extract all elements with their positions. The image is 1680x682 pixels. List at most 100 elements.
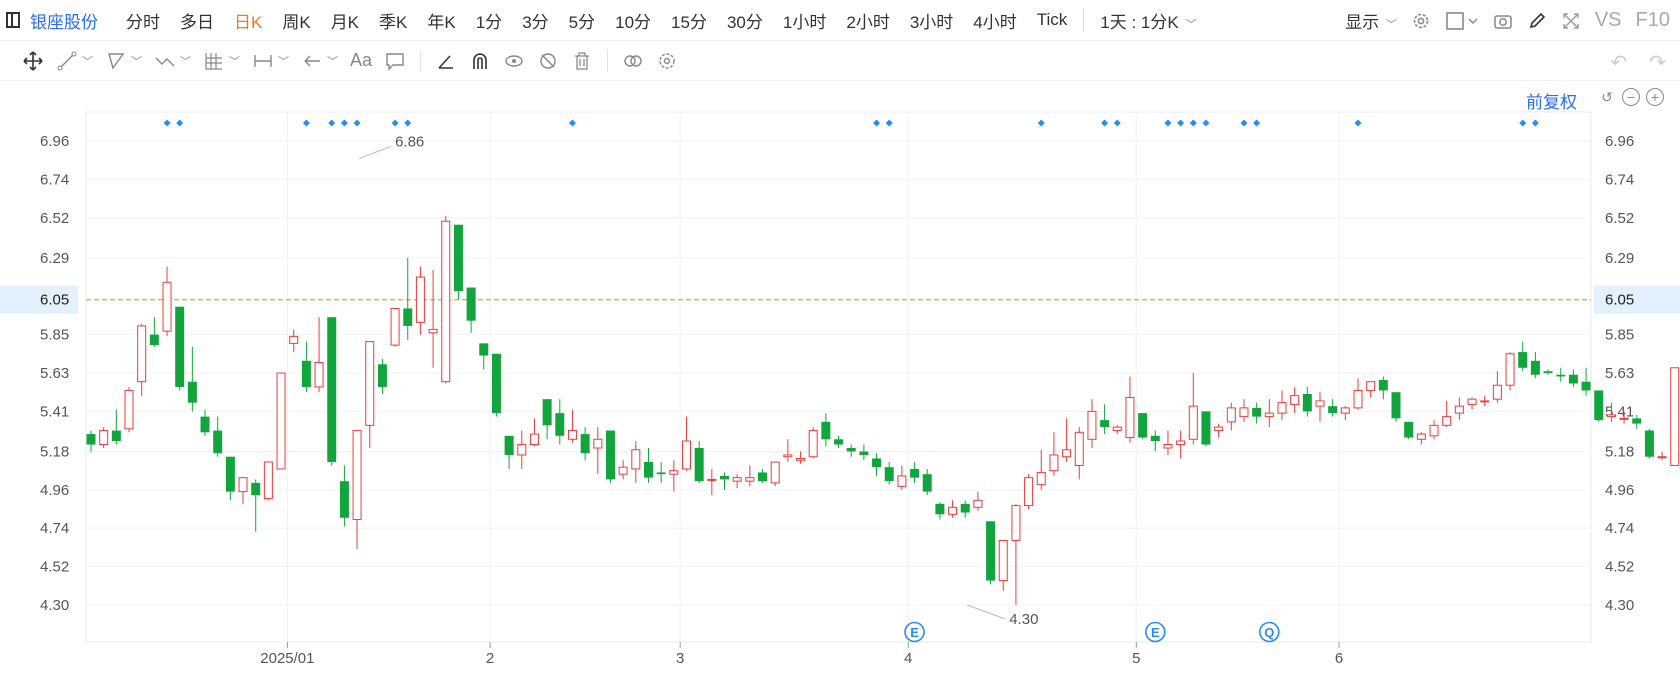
candle-body-down[interactable] [1530, 360, 1540, 375]
candle-body-down[interactable] [213, 430, 223, 454]
candle-body-down[interactable] [1404, 421, 1414, 438]
candle-body-up[interactable] [1163, 444, 1173, 449]
candle-body-down[interactable] [834, 439, 844, 445]
note-icon[interactable] [384, 50, 406, 72]
candle-body-down[interactable] [1632, 418, 1642, 424]
candle-body-down[interactable] [821, 421, 831, 440]
candle-body-up[interactable] [1429, 424, 1439, 437]
zoom-out-icon[interactable]: − [1622, 88, 1640, 106]
trash-icon[interactable] [571, 50, 593, 72]
candle-body-down[interactable] [1391, 392, 1401, 419]
candle-body-down[interactable] [86, 434, 96, 445]
candle-body-up[interactable] [897, 475, 907, 487]
candle-body-up[interactable] [770, 461, 780, 484]
candle-body-down[interactable] [846, 448, 856, 452]
period-tab[interactable]: 4小时 [973, 12, 1017, 32]
candle-body-down[interactable] [1543, 371, 1553, 373]
event-marker-icon[interactable] [1259, 621, 1280, 643]
candle-body-down[interactable] [720, 475, 729, 480]
candle-body-up[interactable] [1011, 505, 1021, 541]
trend-icon[interactable]: ﹀ [105, 50, 142, 72]
period-tab[interactable]: 季K [379, 12, 408, 32]
candle-body-down[interactable] [377, 364, 387, 387]
candle-body-down[interactable] [605, 430, 615, 480]
zoom-in-icon[interactable]: + [1646, 88, 1664, 106]
candle-body-down[interactable] [694, 448, 704, 482]
candle-body-up[interactable] [732, 477, 742, 482]
candle-body-up[interactable] [289, 335, 299, 344]
candle-body-up[interactable] [99, 430, 109, 446]
candle-body-up[interactable] [1074, 431, 1084, 466]
candle-body-down[interactable] [555, 413, 565, 436]
hide-icon[interactable] [537, 50, 559, 72]
candle-body-up[interactable] [783, 454, 793, 458]
candle-body-down[interactable] [1138, 413, 1148, 438]
candle-body-down[interactable] [1568, 374, 1578, 384]
candle-body-up[interactable] [1087, 410, 1097, 440]
candle-body-down[interactable] [1518, 352, 1528, 368]
candle-body-up[interactable] [1340, 407, 1350, 414]
period-tab[interactable]: 月K [330, 12, 360, 32]
event-dot[interactable] [1113, 119, 1121, 127]
line-icon[interactable]: ﹀ [56, 50, 93, 72]
interval-select[interactable]: 1天 : 1分K ﹀ [1100, 12, 1197, 32]
event-dot[interactable] [340, 119, 348, 127]
period-tab[interactable]: 日K [234, 12, 263, 32]
candle-body-down[interactable] [225, 456, 235, 492]
eye-icon[interactable] [503, 50, 525, 72]
candle-body-up[interactable] [441, 220, 451, 383]
event-dot[interactable] [568, 119, 576, 127]
candle-body-up[interactable] [808, 430, 818, 458]
event-dot[interactable] [885, 119, 893, 127]
candle-body-down[interactable] [986, 521, 996, 581]
path-icon[interactable]: ﹀ [154, 50, 191, 72]
candle-body-down[interactable] [580, 434, 590, 454]
candle-body-down[interactable] [960, 503, 970, 513]
event-dot[interactable] [1531, 119, 1539, 127]
candle-body-down[interactable] [1556, 374, 1566, 377]
candle-body-up[interactable] [998, 539, 1008, 582]
camera-icon[interactable] [1493, 11, 1513, 31]
candle-body-down[interactable] [149, 334, 159, 346]
event-dot[interactable] [1354, 119, 1362, 127]
candle-body-down[interactable] [1201, 411, 1211, 445]
candle-body-up[interactable] [1353, 389, 1363, 409]
candle-body-down[interactable] [1302, 393, 1312, 412]
candle-body-up[interactable] [365, 341, 375, 426]
candle-body-down[interactable] [1594, 390, 1604, 421]
period-tab[interactable]: 1小时 [782, 12, 827, 32]
candle-body-down[interactable] [910, 468, 920, 478]
candle-body-down[interactable] [504, 435, 514, 455]
period-tab[interactable]: 15分 [671, 12, 707, 32]
candle-body-down[interactable] [453, 224, 463, 292]
event-dot[interactable] [353, 119, 361, 127]
candle-body-up[interactable] [1277, 402, 1287, 414]
candle-body-up[interactable] [1049, 454, 1059, 472]
candle-body-down[interactable] [922, 474, 932, 492]
gear-icon[interactable] [1411, 11, 1431, 31]
candle-body-up[interactable] [1264, 412, 1274, 418]
event-dot[interactable] [1202, 119, 1210, 127]
link-icon[interactable] [622, 50, 644, 72]
candle-body-down[interactable] [491, 353, 501, 414]
candle-body-up[interactable] [390, 307, 400, 346]
event-dot[interactable] [1177, 119, 1185, 127]
display-menu[interactable]: 显示 ﹀ [1345, 13, 1397, 32]
candle-body-up[interactable] [1062, 449, 1072, 458]
period-tab[interactable]: 3分 [522, 12, 549, 32]
candle-body-up[interactable] [124, 389, 134, 430]
candle-body-up[interactable] [1176, 440, 1186, 446]
pencil-icon[interactable] [1527, 11, 1547, 31]
candle-body-up[interactable] [1505, 353, 1515, 386]
grid-icon[interactable]: ﹀ [203, 50, 240, 72]
event-dot[interactable] [1253, 119, 1261, 127]
candle-body-up[interactable] [415, 276, 425, 323]
candle-body-up[interactable] [707, 478, 717, 481]
candle-body-up[interactable] [1036, 471, 1046, 486]
candle-body-up[interactable] [745, 477, 755, 482]
candle-body-up[interactable] [314, 362, 324, 388]
sidebar-toggle-icon[interactable] [6, 12, 20, 28]
f10-button[interactable]: F10 [1635, 9, 1670, 31]
angle-icon[interactable] [435, 50, 457, 72]
candle-body-up[interactable] [517, 444, 527, 456]
